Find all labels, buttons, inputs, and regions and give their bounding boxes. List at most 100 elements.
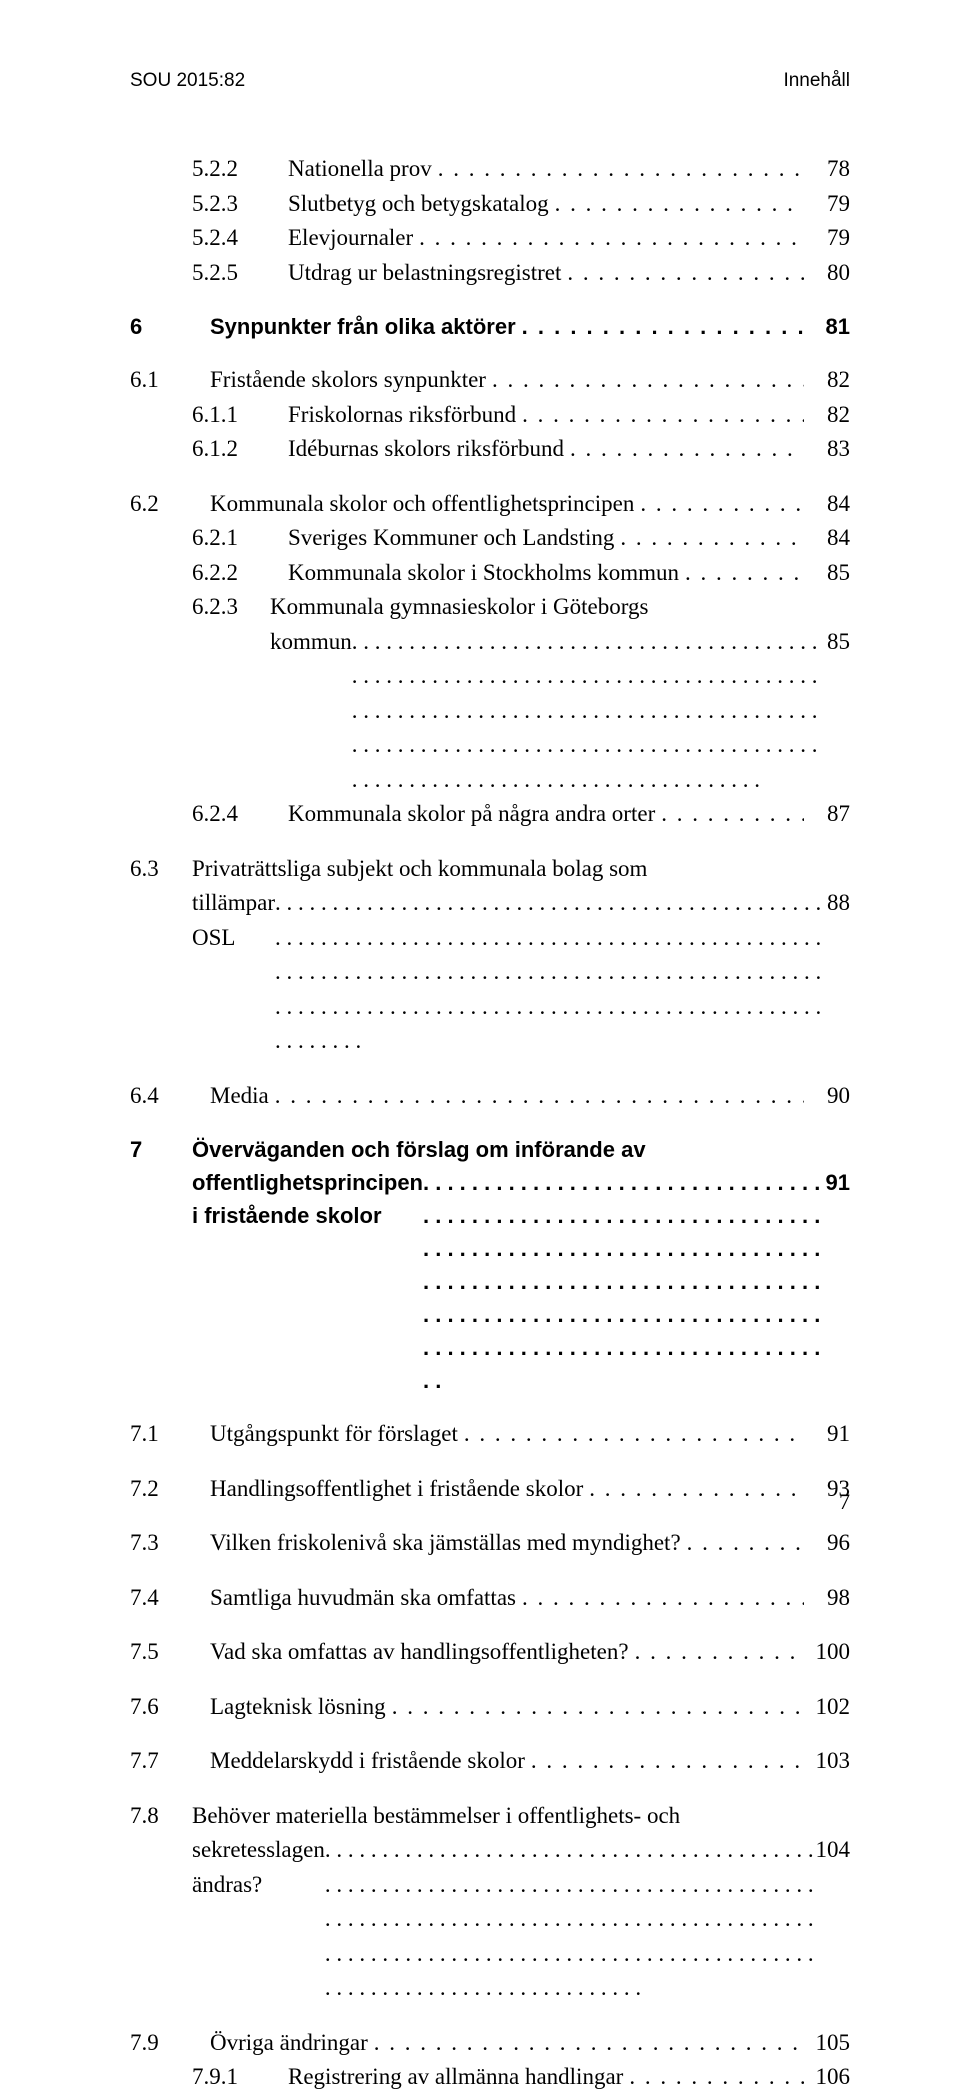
toc-entry-title: Övriga ändringar xyxy=(210,2026,368,2061)
toc-entry: 7.9Övriga ändringar . . . . . . . . . . … xyxy=(130,2026,850,2061)
toc-entry-number: 7.8 xyxy=(130,1799,192,1834)
toc-entry-page: 81 xyxy=(804,310,850,343)
toc-entry: 7.4Samtliga huvudmän ska omfattas . . . … xyxy=(130,1581,850,1616)
toc-entry-title: Sveriges Kommuner och Landsting xyxy=(288,521,614,556)
toc-entry-number: 7.9 xyxy=(130,2026,210,2061)
toc-entry: 7.1Utgångspunkt för förslaget . . . . . … xyxy=(130,1417,850,1452)
toc-entry-title: Idéburnas skolors riksförbund xyxy=(288,432,564,467)
toc-leader: . . . . . . . . . . . . . . . . . . . . … xyxy=(386,1690,804,1725)
toc-entry-title: Lagteknisk lösning xyxy=(210,1690,386,1725)
toc-entry-line2: sekretesslagen ändras? . . . . . . . . .… xyxy=(130,1833,850,2006)
toc-entry-title: Synpunkter från olika aktörer xyxy=(210,310,516,343)
toc-entry-number: 7.4 xyxy=(130,1581,210,1616)
toc-entry-number: 6.1.1 xyxy=(192,398,288,433)
toc-entry: 7.9.1Registrering av allmänna handlingar… xyxy=(130,2060,850,2095)
toc-entry-number: 7.7 xyxy=(130,1744,210,1779)
toc-entry-page: 103 xyxy=(804,1744,850,1779)
toc-entry-page: 80 xyxy=(804,256,850,291)
toc-entry-number: 7.3 xyxy=(130,1526,210,1561)
toc-entry-line1: 6.3Privaträttsliga subjekt och kommunala… xyxy=(130,852,850,887)
toc-entry-title: Kommunala skolor och offentlighetsprinci… xyxy=(210,487,634,522)
toc-entry-number: 7 xyxy=(130,1133,192,1166)
toc-entry-number: 6.2.3 xyxy=(192,590,270,625)
toc-entry-number: 6.2.1 xyxy=(192,521,288,556)
toc-entry: 7.2Handlingsoffentlighet i fristående sk… xyxy=(130,1472,850,1507)
toc-entry-page: 87 xyxy=(804,797,850,832)
toc-entry-number: 5.2.3 xyxy=(192,187,288,222)
toc-entry-title: Utgångspunkt för förslaget xyxy=(210,1417,458,1452)
toc-entry-page: 84 xyxy=(804,487,850,522)
toc-leader: . . . . . . . . . . . . . . . . . . . . … xyxy=(655,797,804,832)
toc-entry-page: 82 xyxy=(804,398,850,433)
toc-entry: 6.2.3Kommunala gymnasieskolor i Göteborg… xyxy=(130,590,850,797)
toc-entry-number: 7.1 xyxy=(130,1417,210,1452)
toc-entry-line2: tillämpar OSL . . . . . . . . . . . . . … xyxy=(130,886,850,1059)
toc-entry: 6.4Media . . . . . . . . . . . . . . . .… xyxy=(130,1079,850,1114)
toc-entry-title: Nationella prov xyxy=(288,152,432,187)
toc-entry: 6.2.2Kommunala skolor i Stockholms kommu… xyxy=(130,556,850,591)
toc-entry-title: Vad ska omfattas av handlingsoffentlighe… xyxy=(210,1635,629,1670)
toc-entry-page: 91 xyxy=(804,1417,850,1452)
toc-leader: . . . . . . . . . . . . . . . . . . . . … xyxy=(623,2060,804,2095)
toc-entry: 7.5Vad ska omfattas av handlingsoffentli… xyxy=(130,1635,850,1670)
toc-leader: . . . . . . . . . . . . . . . . . . . . … xyxy=(634,487,804,522)
toc-leader: . . . . . . . . . . . . . . . . . . . . … xyxy=(583,1472,804,1507)
toc-entry-title-cont: sekretesslagen ändras? xyxy=(192,1833,325,1902)
toc-entry: 6.2.4Kommunala skolor på några andra ort… xyxy=(130,797,850,832)
toc-entry-page: 79 xyxy=(804,221,850,256)
header-right: Innehåll xyxy=(783,70,850,92)
toc-entry: 5.2.2Nationella prov . . . . . . . . . .… xyxy=(130,152,850,187)
toc-entry-number: 6.4 xyxy=(130,1079,210,1114)
toc-entry-number: 6.2.2 xyxy=(192,556,288,591)
toc-entry: 6.2.1Sveriges Kommuner och Landsting . .… xyxy=(130,521,850,556)
toc-leader: . . . . . . . . . . . . . . . . . . . . … xyxy=(561,256,804,291)
toc-leader: . . . . . . . . . . . . . . . . . . . . … xyxy=(681,1526,804,1561)
toc-entry: 6.1.2Idéburnas skolors riksförbund . . .… xyxy=(130,432,850,467)
toc-leader: . . . . . . . . . . . . . . . . . . . . … xyxy=(325,1833,816,2006)
toc-entry-page: 85 xyxy=(804,556,850,591)
toc-entry-title-cont: offentlighetsprincipen i fristående skol… xyxy=(192,1166,423,1232)
toc-entry-line2: offentlighetsprincipen i fristående skol… xyxy=(130,1166,850,1397)
toc-entry-title: Samtliga huvudmän ska omfattas xyxy=(210,1581,516,1616)
toc-entry-title: Vilken friskolenivå ska jämställas med m… xyxy=(210,1526,681,1561)
toc-entry-title: Privaträttsliga subjekt och kommunala bo… xyxy=(192,852,647,887)
header-left: SOU 2015:82 xyxy=(130,70,245,92)
toc-entry-title: Kommunala skolor på några andra orter xyxy=(288,797,655,832)
toc-entry-title: Kommunala gymnasieskolor i Göteborgs xyxy=(270,590,648,625)
toc-entry-page: 98 xyxy=(804,1581,850,1616)
toc-entry: 6.1Fristående skolors synpunkter . . . .… xyxy=(130,363,850,398)
toc-leader: . . . . . . . . . . . . . . . . . . . . … xyxy=(275,886,827,1059)
toc-leader: . . . . . . . . . . . . . . . . . . . . … xyxy=(413,221,804,256)
toc-leader: . . . . . . . . . . . . . . . . . . . . … xyxy=(549,187,804,222)
toc-entry-line2: kommun . . . . . . . . . . . . . . . . .… xyxy=(130,625,850,798)
toc-leader: . . . . . . . . . . . . . . . . . . . . … xyxy=(629,1635,804,1670)
toc-entry-title: Registrering av allmänna handlingar xyxy=(288,2060,623,2095)
toc-leader: . . . . . . . . . . . . . . . . . . . . … xyxy=(269,1079,804,1114)
toc-leader: . . . . . . . . . . . . . . . . . . . . … xyxy=(423,1166,826,1397)
toc-entry: 7.6Lagteknisk lösning . . . . . . . . . … xyxy=(130,1690,850,1725)
toc-entry-page: 105 xyxy=(804,2026,850,2061)
toc-entry-page: 84 xyxy=(804,521,850,556)
toc-entry-page: 83 xyxy=(804,432,850,467)
page: SOU 2015:82 Innehåll 5.2.2Nationella pro… xyxy=(0,0,960,1573)
toc-leader: . . . . . . . . . . . . . . . . . . . . … xyxy=(352,625,827,798)
toc-entry-number: 6 xyxy=(130,310,210,343)
toc-entry: 6.1.1Friskolornas riksförbund . . . . . … xyxy=(130,398,850,433)
toc-entry-title: Kommunala skolor i Stockholms kommun xyxy=(288,556,679,591)
toc-entry-title: Handlingsoffentlighet i fristående skolo… xyxy=(210,1472,583,1507)
toc-entry-page: 85 xyxy=(827,625,850,660)
toc-entry-number: 7.6 xyxy=(130,1690,210,1725)
toc-entry-title-cont: tillämpar OSL xyxy=(192,886,275,955)
toc-entry-page: 100 xyxy=(804,1635,850,1670)
toc-entry-line1: 6.2.3Kommunala gymnasieskolor i Göteborg… xyxy=(130,590,850,625)
toc-entry-title: Meddelarskydd i fristående skolor xyxy=(210,1744,525,1779)
toc-entry: 7.7Meddelarskydd i fristående skolor . .… xyxy=(130,1744,850,1779)
toc-entry-page: 102 xyxy=(804,1690,850,1725)
toc-entry-title: Friskolornas riksförbund xyxy=(288,398,516,433)
toc-entry-number: 7.9.1 xyxy=(192,2060,288,2095)
toc-leader: . . . . . . . . . . . . . . . . . . . . … xyxy=(564,432,804,467)
toc-entry-number: 6.2.4 xyxy=(192,797,288,832)
toc-entry: 7.3Vilken friskolenivå ska jämställas me… xyxy=(130,1526,850,1561)
toc-leader: . . . . . . . . . . . . . . . . . . . . … xyxy=(516,1581,804,1616)
toc-entry-title: Elevjournaler xyxy=(288,221,413,256)
